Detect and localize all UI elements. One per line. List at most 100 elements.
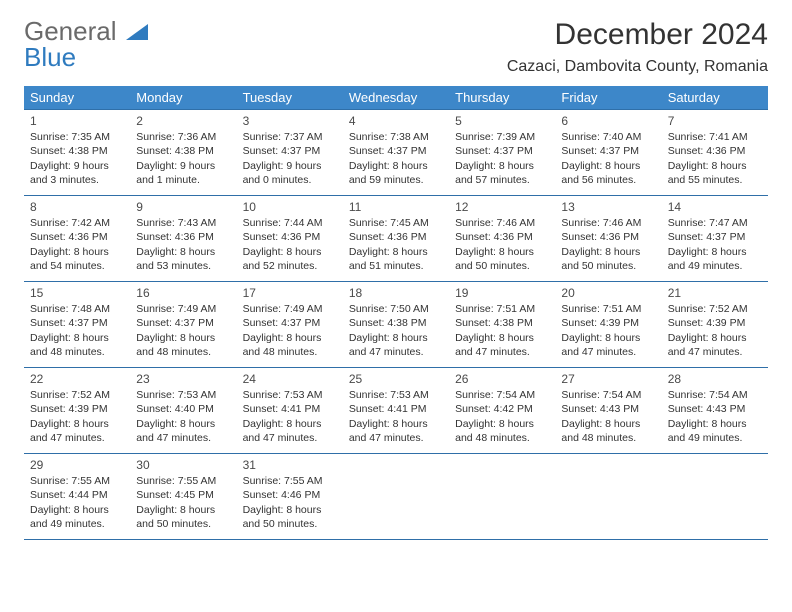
calendar-cell: 24Sunrise: 7:53 AMSunset: 4:41 PMDayligh… bbox=[237, 368, 343, 454]
day-number: 23 bbox=[136, 371, 230, 387]
sunrise-line: Sunrise: 7:37 AM bbox=[243, 130, 337, 144]
day-number: 13 bbox=[561, 199, 655, 215]
day-of-week-header: Sunday bbox=[24, 86, 130, 110]
calendar-cell: 19Sunrise: 7:51 AMSunset: 4:38 PMDayligh… bbox=[449, 282, 555, 368]
calendar-cell: 26Sunrise: 7:54 AMSunset: 4:42 PMDayligh… bbox=[449, 368, 555, 454]
calendar-week: 29 Sunrise: 7:55 AM Sunset: 4:44 PM Dayligh… bbox=[24, 454, 768, 540]
daylight-line: Daylight: 8 hours and 51 minutes. bbox=[349, 245, 443, 273]
daylight-line: Daylight: 8 hours and 47 minutes. bbox=[455, 331, 549, 359]
sunset-line: Sunset: 4:39 PM bbox=[30, 402, 124, 416]
calendar-cell: 25Sunrise: 7:53 AMSunset: 4:41 PMDayligh… bbox=[343, 368, 449, 454]
sunrise-line: Sunrise: 7:36 AM bbox=[136, 130, 230, 144]
sunset-line: Sunset: 4:37 PM bbox=[30, 316, 124, 330]
daylight-line: Daylight: 8 hours and 47 minutes. bbox=[349, 417, 443, 445]
logo-triangle-icon bbox=[126, 22, 148, 40]
calendar-cell: 18Sunrise: 7:50 AMSunset: 4:38 PMDayligh… bbox=[343, 282, 449, 368]
day-number: 18 bbox=[349, 285, 443, 301]
daylight-line: Daylight: 8 hours and 53 minutes. bbox=[136, 245, 230, 273]
daylight-line: Daylight: 8 hours and 47 minutes. bbox=[668, 331, 762, 359]
daylight-line: Daylight: 8 hours and 50 minutes. bbox=[136, 503, 230, 531]
sunrise-line: Sunrise: 7:47 AM bbox=[668, 216, 762, 230]
sunset-line: Sunset: 4:39 PM bbox=[668, 316, 762, 330]
daylight-line: Daylight: 8 hours and 48 minutes. bbox=[136, 331, 230, 359]
sunrise-line: Sunrise: 7:55 AM bbox=[243, 474, 337, 488]
calendar-cell: 2Sunrise: 7:36 AMSunset: 4:38 PMDaylight… bbox=[130, 110, 236, 196]
logo: General Blue bbox=[24, 18, 148, 70]
sunset-line: Sunset: 4:44 PM bbox=[30, 488, 124, 502]
sunrise-line: Sunrise: 7:53 AM bbox=[136, 388, 230, 402]
day-number: 27 bbox=[561, 371, 655, 387]
title-block: December 2024 Cazaci, Dambovita County, … bbox=[507, 18, 768, 82]
day-number: 29 bbox=[30, 457, 124, 473]
sunrise-line: Sunrise: 7:35 AM bbox=[30, 130, 124, 144]
calendar-cell: 1Sunrise: 7:35 AMSunset: 4:38 PMDaylight… bbox=[24, 110, 130, 196]
calendar-cell: 15Sunrise: 7:48 AMSunset: 4:37 PMDayligh… bbox=[24, 282, 130, 368]
sunset-line: Sunset: 4:36 PM bbox=[668, 144, 762, 158]
calendar-week: 1Sunrise: 7:35 AMSunset: 4:38 PMDaylight… bbox=[24, 110, 768, 196]
daylight-line: Daylight: 8 hours and 48 minutes. bbox=[455, 417, 549, 445]
sunrise-line: Sunrise: 7:46 AM bbox=[455, 216, 549, 230]
sunset-line: Sunset: 4:36 PM bbox=[455, 230, 549, 244]
calendar-cell: 3Sunrise: 7:37 AMSunset: 4:37 PMDaylight… bbox=[237, 110, 343, 196]
sunset-line: Sunset: 4:37 PM bbox=[668, 230, 762, 244]
daylight-line: Daylight: 8 hours and 50 minutes. bbox=[561, 245, 655, 273]
sunrise-line: Sunrise: 7:44 AM bbox=[243, 216, 337, 230]
sunrise-line: Sunrise: 7:51 AM bbox=[561, 302, 655, 316]
sunrise-line: Sunrise: 7:53 AM bbox=[349, 388, 443, 402]
calendar-cell: 6Sunrise: 7:40 AMSunset: 4:37 PMDaylight… bbox=[555, 110, 661, 196]
sunset-line: Sunset: 4:41 PM bbox=[349, 402, 443, 416]
daylight-line: Daylight: 8 hours and 49 minutes. bbox=[668, 417, 762, 445]
day-of-week-header: Friday bbox=[555, 86, 661, 110]
sunset-line: Sunset: 4:36 PM bbox=[349, 230, 443, 244]
sunrise-line: Sunrise: 7:43 AM bbox=[136, 216, 230, 230]
sunset-line: Sunset: 4:37 PM bbox=[561, 144, 655, 158]
calendar-cell bbox=[555, 454, 661, 540]
day-number: 17 bbox=[243, 285, 337, 301]
sunrise-line: Sunrise: 7:51 AM bbox=[455, 302, 549, 316]
calendar-cell: 17Sunrise: 7:49 AMSunset: 4:37 PMDayligh… bbox=[237, 282, 343, 368]
day-number: 26 bbox=[455, 371, 549, 387]
sunrise-line: Sunrise: 7:50 AM bbox=[349, 302, 443, 316]
calendar-cell: 5Sunrise: 7:39 AMSunset: 4:37 PMDaylight… bbox=[449, 110, 555, 196]
day-number: 3 bbox=[243, 113, 337, 129]
calendar-cell: 4Sunrise: 7:38 AMSunset: 4:37 PMDaylight… bbox=[343, 110, 449, 196]
calendar-cell: 29Sunrise: 7:55 AMSunset: 4:44 PMDayligh… bbox=[24, 454, 130, 540]
sunrise-line: Sunrise: 7:40 AM bbox=[561, 130, 655, 144]
sunrise-line: Sunrise: 7:52 AM bbox=[668, 302, 762, 316]
sunset-line: Sunset: 4:45 PM bbox=[136, 488, 230, 502]
day-of-week-header: Saturday bbox=[662, 86, 768, 110]
daylight-line: Daylight: 8 hours and 50 minutes. bbox=[243, 503, 337, 531]
calendar-table: SundayMondayTuesdayWednesdayThursdayFrid… bbox=[24, 86, 768, 540]
sunset-line: Sunset: 4:36 PM bbox=[30, 230, 124, 244]
sunrise-line: Sunrise: 7:52 AM bbox=[30, 388, 124, 402]
sunrise-line: Sunrise: 7:49 AM bbox=[243, 302, 337, 316]
header: General Blue December 2024 Cazaci, Dambo… bbox=[24, 18, 768, 82]
daylight-line: Daylight: 9 hours and 0 minutes. bbox=[243, 159, 337, 187]
sunset-line: Sunset: 4:36 PM bbox=[561, 230, 655, 244]
sunrise-line: Sunrise: 7:42 AM bbox=[30, 216, 124, 230]
calendar-week: 15Sunrise: 7:48 AMSunset: 4:37 PMDayligh… bbox=[24, 282, 768, 368]
sunrise-line: Sunrise: 7:54 AM bbox=[455, 388, 549, 402]
sunset-line: Sunset: 4:41 PM bbox=[243, 402, 337, 416]
sunrise-line: Sunrise: 7:54 AM bbox=[561, 388, 655, 402]
sunrise-line: Sunrise: 7:46 AM bbox=[561, 216, 655, 230]
sunset-line: Sunset: 4:43 PM bbox=[561, 402, 655, 416]
sunset-line: Sunset: 4:37 PM bbox=[349, 144, 443, 158]
calendar-cell bbox=[343, 454, 449, 540]
daylight-line: Daylight: 8 hours and 48 minutes. bbox=[30, 331, 124, 359]
calendar-cell: 22Sunrise: 7:52 AMSunset: 4:39 PMDayligh… bbox=[24, 368, 130, 454]
daylight-line: Daylight: 8 hours and 50 minutes. bbox=[455, 245, 549, 273]
calendar-cell: 20Sunrise: 7:51 AMSunset: 4:39 PMDayligh… bbox=[555, 282, 661, 368]
calendar-week: 22Sunrise: 7:52 AMSunset: 4:39 PMDayligh… bbox=[24, 368, 768, 454]
sunrise-line: Sunrise: 7:45 AM bbox=[349, 216, 443, 230]
sunrise-line: Sunrise: 7:38 AM bbox=[349, 130, 443, 144]
calendar-cell: 23Sunrise: 7:53 AMSunset: 4:40 PMDayligh… bbox=[130, 368, 236, 454]
logo-line2: Blue bbox=[24, 42, 76, 72]
calendar-cell: 14Sunrise: 7:47 AMSunset: 4:37 PMDayligh… bbox=[662, 196, 768, 282]
daylight-line: Daylight: 8 hours and 47 minutes. bbox=[561, 331, 655, 359]
day-number: 28 bbox=[668, 371, 762, 387]
daylight-line: Daylight: 9 hours and 1 minute. bbox=[136, 159, 230, 187]
daylight-line: Daylight: 8 hours and 57 minutes. bbox=[455, 159, 549, 187]
sunset-line: Sunset: 4:42 PM bbox=[455, 402, 549, 416]
sunset-line: Sunset: 4:40 PM bbox=[136, 402, 230, 416]
